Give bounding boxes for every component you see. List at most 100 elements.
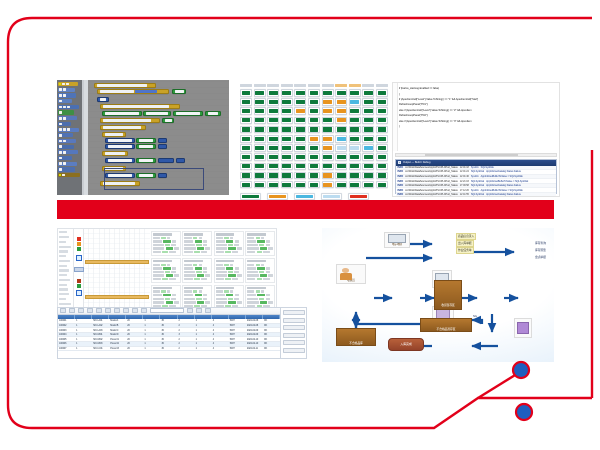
gantt-bar-line-b[interactable] xyxy=(85,295,149,300)
status-cell-green[interactable] xyxy=(280,125,293,134)
data-table-column-header[interactable] xyxy=(92,314,110,320)
schedule-tree-row[interactable] xyxy=(59,302,72,305)
schedule-data-card[interactable] xyxy=(182,257,213,284)
status-grid-panel[interactable] xyxy=(240,82,388,200)
status-cell-green[interactable] xyxy=(280,153,293,161)
block-set-canvas-color[interactable] xyxy=(105,138,135,143)
status-cell-green[interactable] xyxy=(253,134,266,143)
status-grid-col-header[interactable] xyxy=(335,84,348,87)
block-index-value[interactable] xyxy=(136,158,156,163)
toolbar-button-delete[interactable] xyxy=(141,308,147,314)
status-cell-green[interactable] xyxy=(362,125,375,134)
schedule-data-card[interactable] xyxy=(213,231,244,257)
status-cell-green[interactable] xyxy=(375,153,388,161)
side-button-close[interactable] xyxy=(282,347,305,353)
block-join[interactable] xyxy=(143,111,171,116)
palette-item-sound1[interactable] xyxy=(58,155,72,161)
schedule-tree-row[interactable] xyxy=(59,250,72,253)
status-cell-green[interactable] xyxy=(294,144,307,152)
status-cell-green[interactable] xyxy=(253,153,266,161)
schedule-tree-row[interactable] xyxy=(59,278,72,282)
status-cell-green[interactable] xyxy=(321,125,334,134)
palette-item-any-component[interactable] xyxy=(58,173,80,178)
data-table-column-header[interactable] xyxy=(75,314,93,320)
status-grid-col-header[interactable] xyxy=(253,84,266,87)
status-cell-green[interactable] xyxy=(240,153,252,161)
block-color-value[interactable] xyxy=(136,138,156,143)
log-row[interactable]: INFO src/Work/DataSources/AppUI/PLCPLCPor… xyxy=(396,193,556,196)
toolbar-button-refresh[interactable] xyxy=(132,308,138,314)
side-button-delete[interactable] xyxy=(282,332,305,338)
status-cell-green[interactable] xyxy=(307,107,320,115)
status-cell-green[interactable] xyxy=(253,171,266,180)
block-do-wrapper[interactable] xyxy=(100,125,146,130)
schedule-gantt-panel[interactable] xyxy=(57,228,277,313)
status-cell-green[interactable] xyxy=(348,171,361,180)
data-table-column-header[interactable] xyxy=(160,314,178,320)
schedule-tree-row[interactable] xyxy=(59,288,72,291)
status-cell-green[interactable] xyxy=(335,171,348,180)
schedule-data-card[interactable] xyxy=(151,231,181,257)
status-cell-green[interactable] xyxy=(335,89,348,97)
data-table-panel[interactable]: 100001 1 SKU-A01 Mould A 20 1 30 2 1 4 5487 2024-02… xyxy=(57,307,307,359)
block-when-screen-initialize[interactable] xyxy=(94,83,156,88)
status-cell-green[interactable] xyxy=(375,144,388,152)
toolbar-button-save[interactable] xyxy=(78,308,84,314)
status-cell-green[interactable] xyxy=(294,162,307,171)
status-cell-green[interactable] xyxy=(240,98,252,106)
block-web-got-text[interactable] xyxy=(100,104,180,109)
status-cell-green[interactable] xyxy=(321,89,334,97)
status-grid-col-header[interactable] xyxy=(362,84,375,87)
node-nonconforming-store[interactable]: 不合格品库 xyxy=(336,328,376,346)
data-table-side-buttons[interactable] xyxy=(280,308,306,358)
status-grid-col-header[interactable] xyxy=(240,84,252,87)
status-cell-green[interactable] xyxy=(267,180,280,189)
status-cell-green[interactable] xyxy=(321,116,334,125)
status-cell-green[interactable] xyxy=(294,134,307,143)
data-table-header-row[interactable] xyxy=(58,314,280,320)
code-line[interactable]: } xyxy=(399,124,400,128)
status-cell-green[interactable] xyxy=(348,89,361,97)
status-cell-green[interactable] xyxy=(348,180,361,189)
status-grid-col-header[interactable] xyxy=(307,84,320,87)
schedule-tree-row[interactable] xyxy=(59,274,72,277)
status-cell-orange[interactable] xyxy=(294,107,307,115)
block-value-zero[interactable] xyxy=(172,89,186,94)
toolbar-button-open[interactable] xyxy=(69,308,75,314)
status-cell-green[interactable] xyxy=(267,134,280,143)
block-if-header[interactable] xyxy=(97,97,109,102)
status-cell-green[interactable] xyxy=(280,134,293,143)
status-cell-orange[interactable] xyxy=(335,98,348,106)
palette-item-text[interactable] xyxy=(58,99,73,104)
status-cell-green[interactable] xyxy=(267,107,280,115)
log-console-rows[interactable]: INFO src/Work/DataSources/AppUI/PLCPLCPor… xyxy=(396,165,556,196)
status-cell-green[interactable] xyxy=(321,153,334,161)
status-cell-green[interactable] xyxy=(362,107,375,115)
status-cell-green[interactable] xyxy=(375,180,388,189)
status-cell-green[interactable] xyxy=(253,116,266,125)
data-table-column-header[interactable] xyxy=(109,314,127,320)
toolbar-button-find[interactable] xyxy=(96,308,102,314)
status-cell-green[interactable] xyxy=(375,98,388,106)
block-compare[interactable] xyxy=(158,158,174,163)
block-num-2[interactable] xyxy=(158,144,167,149)
schedule-tree-row[interactable] xyxy=(59,293,72,296)
status-cell-green[interactable] xyxy=(294,180,307,189)
status-cell-green[interactable] xyxy=(280,98,293,106)
gantt-bar-line-a[interactable] xyxy=(85,260,149,265)
toolbar-button-view[interactable] xyxy=(187,308,193,314)
data-table-main[interactable]: 100001 1 SKU-A01 Mould A 20 1 30 2 1 4 5487 2024-02… xyxy=(58,308,280,358)
palette-item-button1[interactable] xyxy=(58,133,74,138)
block-editor-panel[interactable] xyxy=(57,80,229,195)
status-cell-green[interactable] xyxy=(307,144,320,152)
table-row[interactable]: 100007 1 SKU-C01 Press 03 20 1 30 2 1 4 5487 2024-0… xyxy=(58,347,280,352)
status-cell-green[interactable] xyxy=(294,116,307,125)
status-cell-green[interactable] xyxy=(280,107,293,115)
schedule-tree-row[interactable] xyxy=(59,236,72,239)
palette-item-control[interactable] xyxy=(58,82,79,87)
block-tag-value[interactable] xyxy=(136,144,156,149)
palette-item-clock1[interactable] xyxy=(58,144,75,149)
status-cell-green[interactable] xyxy=(280,89,293,97)
status-cell-orange[interactable] xyxy=(321,180,334,189)
status-cell-blue[interactable] xyxy=(335,134,348,143)
